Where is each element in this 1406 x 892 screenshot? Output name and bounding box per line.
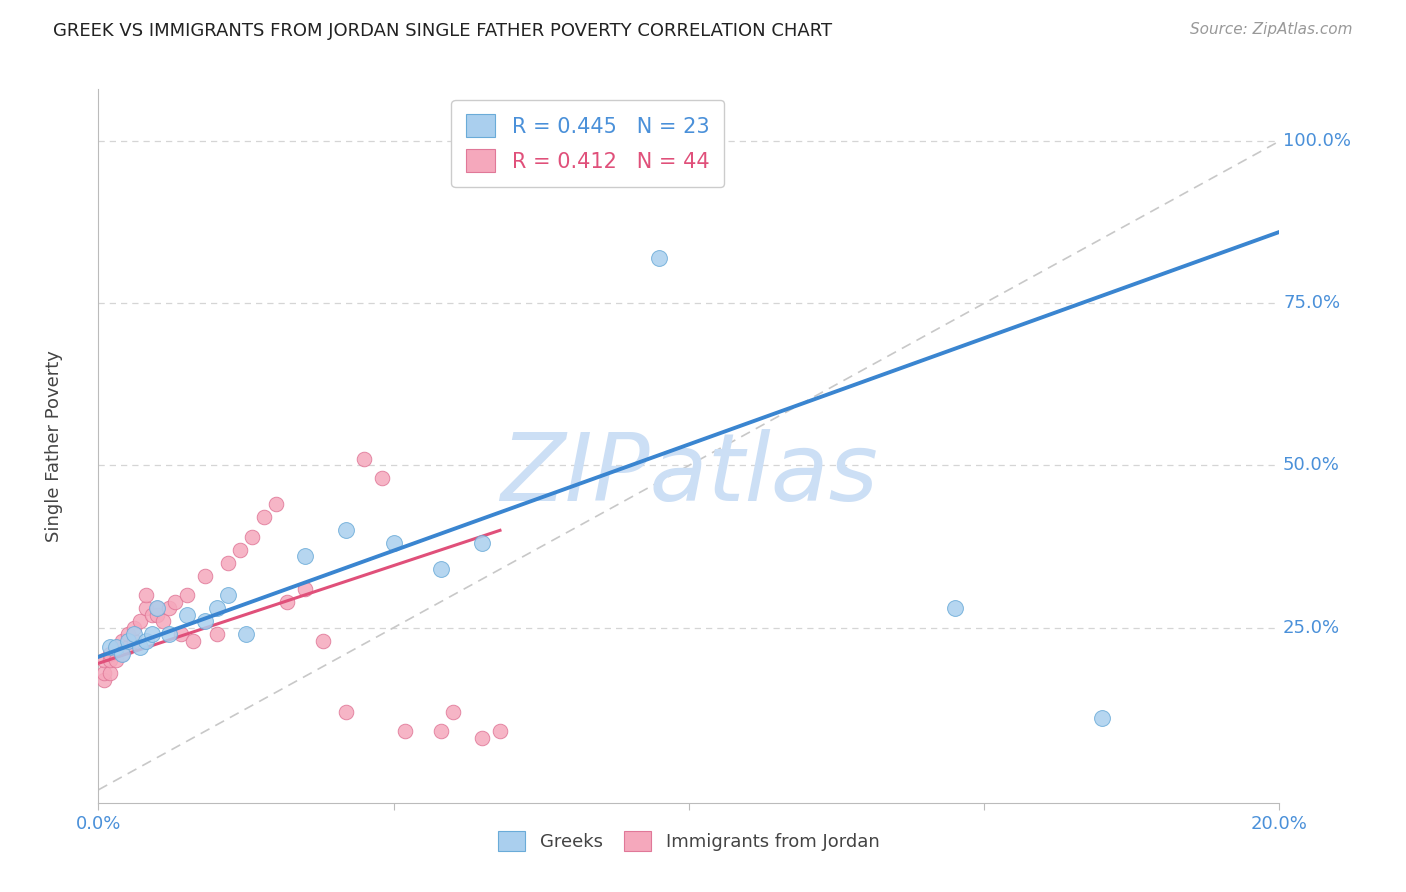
- Point: [176, 588, 198, 602]
- Point: [141, 627, 163, 641]
- Point: [176, 607, 198, 622]
- Text: Source: ZipAtlas.com: Source: ZipAtlas.com: [1189, 22, 1353, 37]
- Point: [122, 621, 145, 635]
- Point: [217, 556, 239, 570]
- Point: [105, 640, 128, 654]
- Point: [471, 536, 494, 550]
- Point: [165, 595, 187, 609]
- Text: Single Father Poverty: Single Father Poverty: [45, 350, 62, 542]
- Point: [117, 633, 139, 648]
- Point: [294, 582, 316, 596]
- Point: [128, 614, 150, 628]
- Point: [117, 627, 139, 641]
- Text: 25.0%: 25.0%: [1284, 619, 1340, 637]
- Point: [146, 601, 169, 615]
- Point: [135, 601, 157, 615]
- Point: [648, 251, 671, 265]
- Point: [146, 607, 169, 622]
- Point: [157, 601, 180, 615]
- Point: [181, 633, 204, 648]
- Point: [122, 633, 145, 648]
- Point: [105, 640, 128, 654]
- Point: [294, 549, 316, 564]
- Point: [93, 653, 115, 667]
- Point: [170, 627, 193, 641]
- Point: [117, 640, 139, 654]
- Point: [93, 673, 115, 687]
- Point: [335, 705, 357, 719]
- Point: [152, 614, 174, 628]
- Text: 75.0%: 75.0%: [1284, 294, 1340, 312]
- Point: [194, 614, 217, 628]
- Point: [430, 562, 453, 576]
- Point: [441, 705, 464, 719]
- Point: [489, 724, 512, 739]
- Point: [98, 647, 121, 661]
- Point: [128, 640, 150, 654]
- Point: [135, 588, 157, 602]
- Point: [122, 627, 145, 641]
- Point: [205, 627, 228, 641]
- Point: [371, 471, 394, 485]
- Point: [98, 640, 121, 654]
- Point: [253, 510, 276, 524]
- Point: [382, 536, 405, 550]
- Point: [353, 452, 375, 467]
- Point: [141, 607, 163, 622]
- Point: [98, 666, 121, 681]
- Text: 100.0%: 100.0%: [1284, 132, 1351, 150]
- Point: [240, 530, 263, 544]
- Point: [194, 568, 217, 582]
- Point: [335, 524, 357, 538]
- Point: [217, 588, 239, 602]
- Point: [146, 601, 169, 615]
- Point: [93, 666, 115, 681]
- Legend: Greeks, Immigrants from Jordan: Greeks, Immigrants from Jordan: [491, 823, 887, 858]
- Point: [312, 633, 335, 648]
- Text: 50.0%: 50.0%: [1284, 457, 1340, 475]
- Point: [471, 731, 494, 745]
- Point: [276, 595, 298, 609]
- Point: [105, 653, 128, 667]
- Point: [111, 647, 134, 661]
- Text: ZIPatlas: ZIPatlas: [501, 429, 877, 520]
- Point: [111, 647, 134, 661]
- Text: GREEK VS IMMIGRANTS FROM JORDAN SINGLE FATHER POVERTY CORRELATION CHART: GREEK VS IMMIGRANTS FROM JORDAN SINGLE F…: [53, 22, 832, 40]
- Point: [135, 633, 157, 648]
- Point: [264, 497, 287, 511]
- Point: [1091, 711, 1114, 725]
- Point: [229, 542, 252, 557]
- Point: [157, 627, 180, 641]
- Point: [430, 724, 453, 739]
- Point: [98, 653, 121, 667]
- Point: [111, 633, 134, 648]
- Point: [943, 601, 966, 615]
- Point: [394, 724, 416, 739]
- Point: [205, 601, 228, 615]
- Point: [235, 627, 257, 641]
